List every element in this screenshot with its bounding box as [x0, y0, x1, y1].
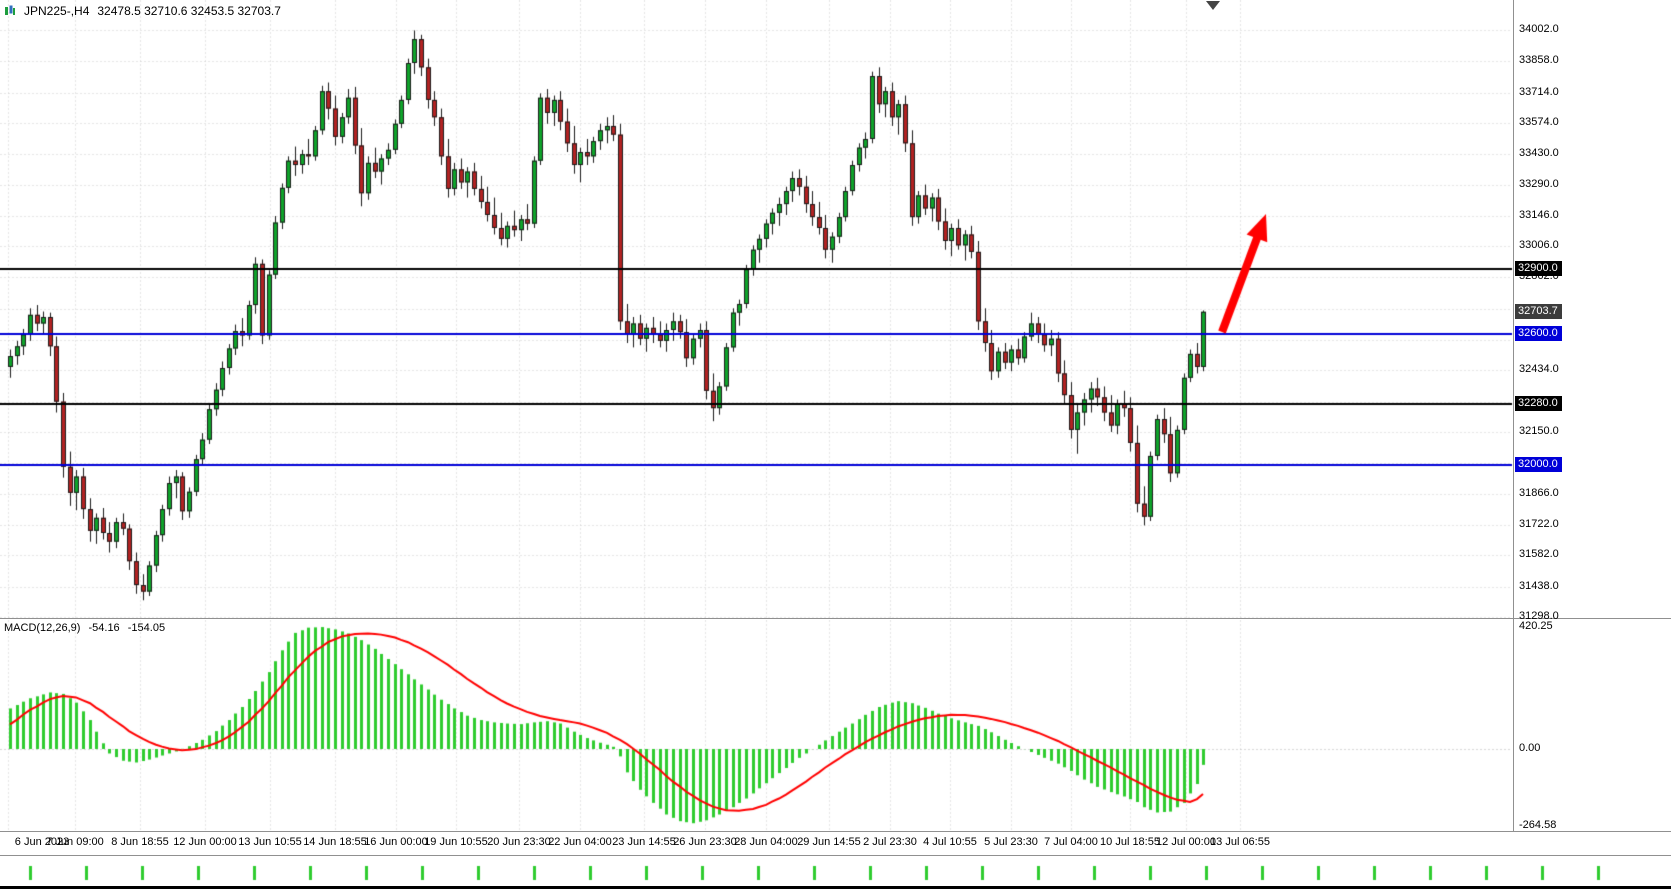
time-axis-label: 13 Jun 10:55: [238, 836, 302, 848]
time-axis-label: 20 Jun 23:30: [487, 836, 551, 848]
current-price-label: 32703.7: [1515, 303, 1562, 319]
macd-indicator-label: MACD(12,26,9) -54.16 -154.05: [4, 622, 170, 634]
chart-symbol-period: JPN225-,H4: [24, 4, 90, 18]
time-axis-label: 26 Jun 23:30: [673, 836, 737, 848]
time-axis-label: 12 Jun 00:00: [173, 836, 237, 848]
price-tick-label: 33290.0: [1519, 177, 1559, 190]
price-chart-canvas[interactable]: [0, 0, 1513, 618]
time-axis-label: 7 Jun 09:00: [46, 836, 104, 848]
time-axis-label: 13 Jul 06:55: [1210, 836, 1270, 848]
mini-chart-strip: [0, 856, 1671, 886]
time-axis-label: 5 Jul 23:30: [984, 836, 1038, 848]
macd-tick-label: -264.58: [1519, 819, 1557, 831]
time-axis-label: 4 Jul 10:55: [923, 836, 977, 848]
price-tick-label: 34002.0: [1519, 23, 1559, 35]
price-tick-label: 32434.0: [1519, 363, 1559, 376]
time-axis-label: 22 Jun 04:00: [548, 836, 612, 848]
price-tick-label: 33574.0: [1519, 115, 1559, 128]
time-axis-label: 8 Jun 18:55: [111, 836, 169, 848]
time-axis-label: 19 Jun 10:55: [424, 836, 488, 848]
price-tick-label: 33430.0: [1519, 147, 1559, 160]
macd-tick-label: 420.25: [1519, 620, 1553, 632]
chart-title-overlay: JPN225-,H4 32478.5 32710.6 32453.5 32703…: [4, 4, 281, 18]
price-tick-label: 31298.0: [1519, 610, 1559, 622]
macd-signal-value: -154.05: [127, 622, 166, 634]
time-axis-label: 10 Jul 18:55: [1100, 836, 1160, 848]
hline-price-label: 32600.0: [1515, 326, 1562, 342]
price-tick-label: 33006.0: [1519, 239, 1559, 252]
price-tick-label: 33146.0: [1519, 208, 1559, 221]
price-tick-label: 31582.0: [1519, 548, 1559, 561]
time-axis-label: 14 Jun 18:55: [303, 836, 367, 848]
pane-splitter[interactable]: [0, 618, 1671, 619]
time-axis-label: 6 Jun 2023: [14, 836, 70, 848]
chart-icon: [4, 5, 16, 17]
macd-pane-canvas[interactable]: [0, 620, 1513, 831]
time-axis-label: 2 Jul 23:30: [863, 836, 917, 848]
macd-tick-label: 0.00: [1519, 742, 1541, 755]
time-axis-label: 28 Jun 04:00: [734, 836, 798, 848]
hline-price-label: 32280.0: [1515, 395, 1562, 411]
price-tick-label: 32150.0: [1519, 425, 1559, 438]
price-tick-label: 31722.0: [1519, 517, 1559, 530]
time-axis-label: 23 Jun 14:55: [612, 836, 676, 848]
time-axis-label: 29 Jun 14:55: [797, 836, 861, 848]
price-tick-label: 31866.0: [1519, 486, 1559, 499]
time-axis-label: 16 Jun 00:00: [364, 836, 428, 848]
chart-shift-marker-icon: [1206, 1, 1220, 10]
window-bottom-edge: [0, 886, 1671, 889]
chart-ohlc-values: 32478.5 32710.6 32453.5 32703.7: [97, 4, 281, 18]
price-tick-label: 33714.0: [1519, 85, 1559, 98]
hline-price-label: 32000.0: [1515, 456, 1562, 472]
macd-pane-bottom-border: [0, 831, 1671, 832]
time-axis-label: 7 Jul 04:00: [1044, 836, 1098, 848]
price-axis[interactable]: 34002.0 33858.0 33714.0 33574.0 33430.0 33290…: [1513, 0, 1671, 831]
hline-price-label: 32900.0: [1515, 261, 1562, 277]
time-axis[interactable]: 6 Jun 2023 7 Jun 09:00 8 Jun 18:55 12 Jun 0…: [0, 832, 1513, 854]
price-tick-label: 33858.0: [1519, 54, 1559, 67]
time-axis-label: 12 Jul 00:00: [1156, 836, 1216, 848]
price-tick-label: 31438.0: [1519, 579, 1559, 592]
time-axis-bottom-border: [0, 855, 1671, 856]
macd-main-value: -54.16: [88, 622, 120, 634]
macd-name: MACD(12,26,9): [4, 622, 81, 634]
